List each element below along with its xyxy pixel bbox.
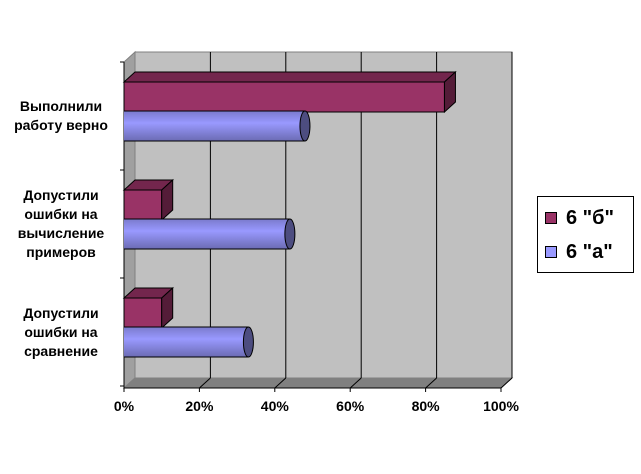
bar-front-face — [123, 297, 163, 329]
bar-6a-0 — [124, 110, 311, 142]
bar-end-face — [161, 178, 174, 222]
bar-end-face — [161, 286, 174, 330]
bar-end-face — [443, 70, 456, 114]
gridline-floor — [349, 377, 362, 389]
legend-item-6a: 6 "а" — [545, 241, 613, 263]
bar-body — [124, 219, 290, 249]
x-tick-label: 20% — [185, 398, 214, 414]
x-tick-label: 40% — [260, 398, 289, 414]
legend: 6 "б" 6 "а" — [537, 196, 634, 273]
bar-end-cap — [284, 218, 296, 250]
category-label: Выполнили работу верно — [14, 98, 108, 133]
gridline-floor — [425, 377, 437, 389]
bar-6b-0 — [122, 70, 457, 114]
bar-top-face — [122, 71, 457, 83]
x-tick-label: 100% — [483, 398, 519, 414]
legend-swatch-6b — [545, 212, 557, 224]
bar-end-cap — [299, 110, 311, 142]
bar-end-cap — [242, 326, 254, 358]
legend-label-6a: 6 "а" — [566, 240, 613, 263]
bar-6b-2 — [122, 286, 174, 330]
x-tick-label: 0% — [113, 398, 135, 414]
legend-label-6b: 6 "б" — [566, 206, 614, 229]
bar-body — [124, 111, 305, 141]
bar-body — [124, 327, 249, 357]
gridline-floor — [199, 377, 211, 389]
bar-6a-2 — [124, 326, 254, 358]
x-tick-label: 80% — [411, 398, 440, 414]
x-tick-label: 60% — [336, 398, 365, 414]
category-label: Допустили ошибки на вычисление примеров — [17, 187, 105, 260]
gridline-floor — [500, 377, 513, 389]
bar-6a-1 — [124, 218, 296, 250]
legend-item-6b: 6 "б" — [545, 207, 614, 229]
bar-6b-1 — [122, 178, 174, 222]
bar-front-face — [123, 81, 445, 113]
legend-swatch-6a — [545, 246, 557, 258]
plot-floor — [122, 377, 514, 389]
gridline-floor — [274, 377, 287, 389]
bar-front-face — [123, 189, 163, 221]
category-label: Допустили ошибки на сравнение — [23, 304, 99, 359]
